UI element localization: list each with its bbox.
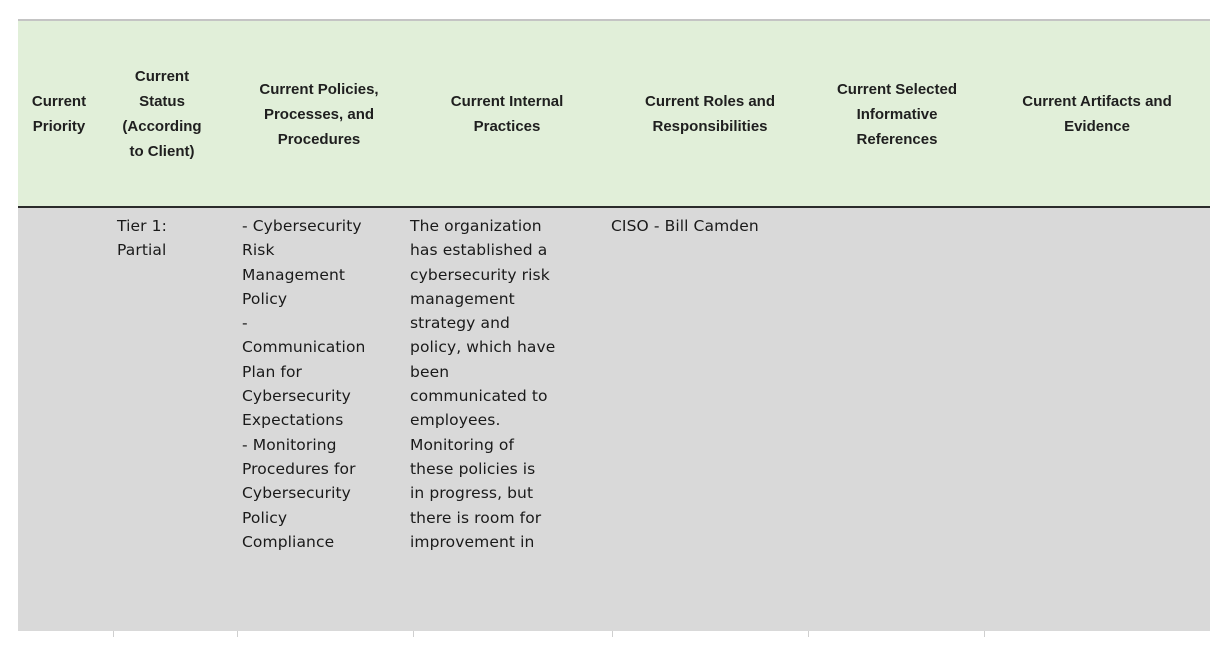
cell-current-status[interactable]: Tier 1: Partial	[117, 217, 167, 260]
header-current-artifacts[interactable]: Current Artifacts and Evidence	[1022, 93, 1172, 135]
column-gridline	[237, 631, 238, 637]
header-current-priority[interactable]: Current Priority	[31, 93, 87, 135]
header-current-status[interactable]: Current Status (According to Client)	[122, 68, 202, 160]
header-current-informative-references[interactable]: Current Selected Informative References	[836, 80, 958, 148]
header-row	[18, 21, 1210, 207]
spreadsheet-table: Current Priority Current Status (Accordi…	[18, 0, 1210, 656]
column-gridline	[113, 631, 114, 637]
cell-current-policies[interactable]: - Cybersecurity Risk Management Policy -…	[242, 217, 366, 551]
header-bottom-border	[18, 206, 1210, 208]
column-gridline	[808, 631, 809, 637]
header-current-roles[interactable]: Current Roles and Responsibilities	[644, 93, 776, 135]
cell-current-internal-practices[interactable]: The organization has established a cyber…	[410, 217, 556, 551]
column-gridline	[984, 631, 985, 637]
header-current-internal-practices[interactable]: Current Internal Practices	[450, 93, 564, 135]
column-gridline	[612, 631, 613, 637]
header-current-policies[interactable]: Current Policies, Processes, and Procedu…	[259, 80, 379, 148]
table-top-border	[18, 19, 1210, 21]
cell-current-roles[interactable]: CISO - Bill Camden	[611, 217, 759, 235]
table-row	[18, 208, 1210, 631]
column-gridline	[413, 631, 414, 637]
